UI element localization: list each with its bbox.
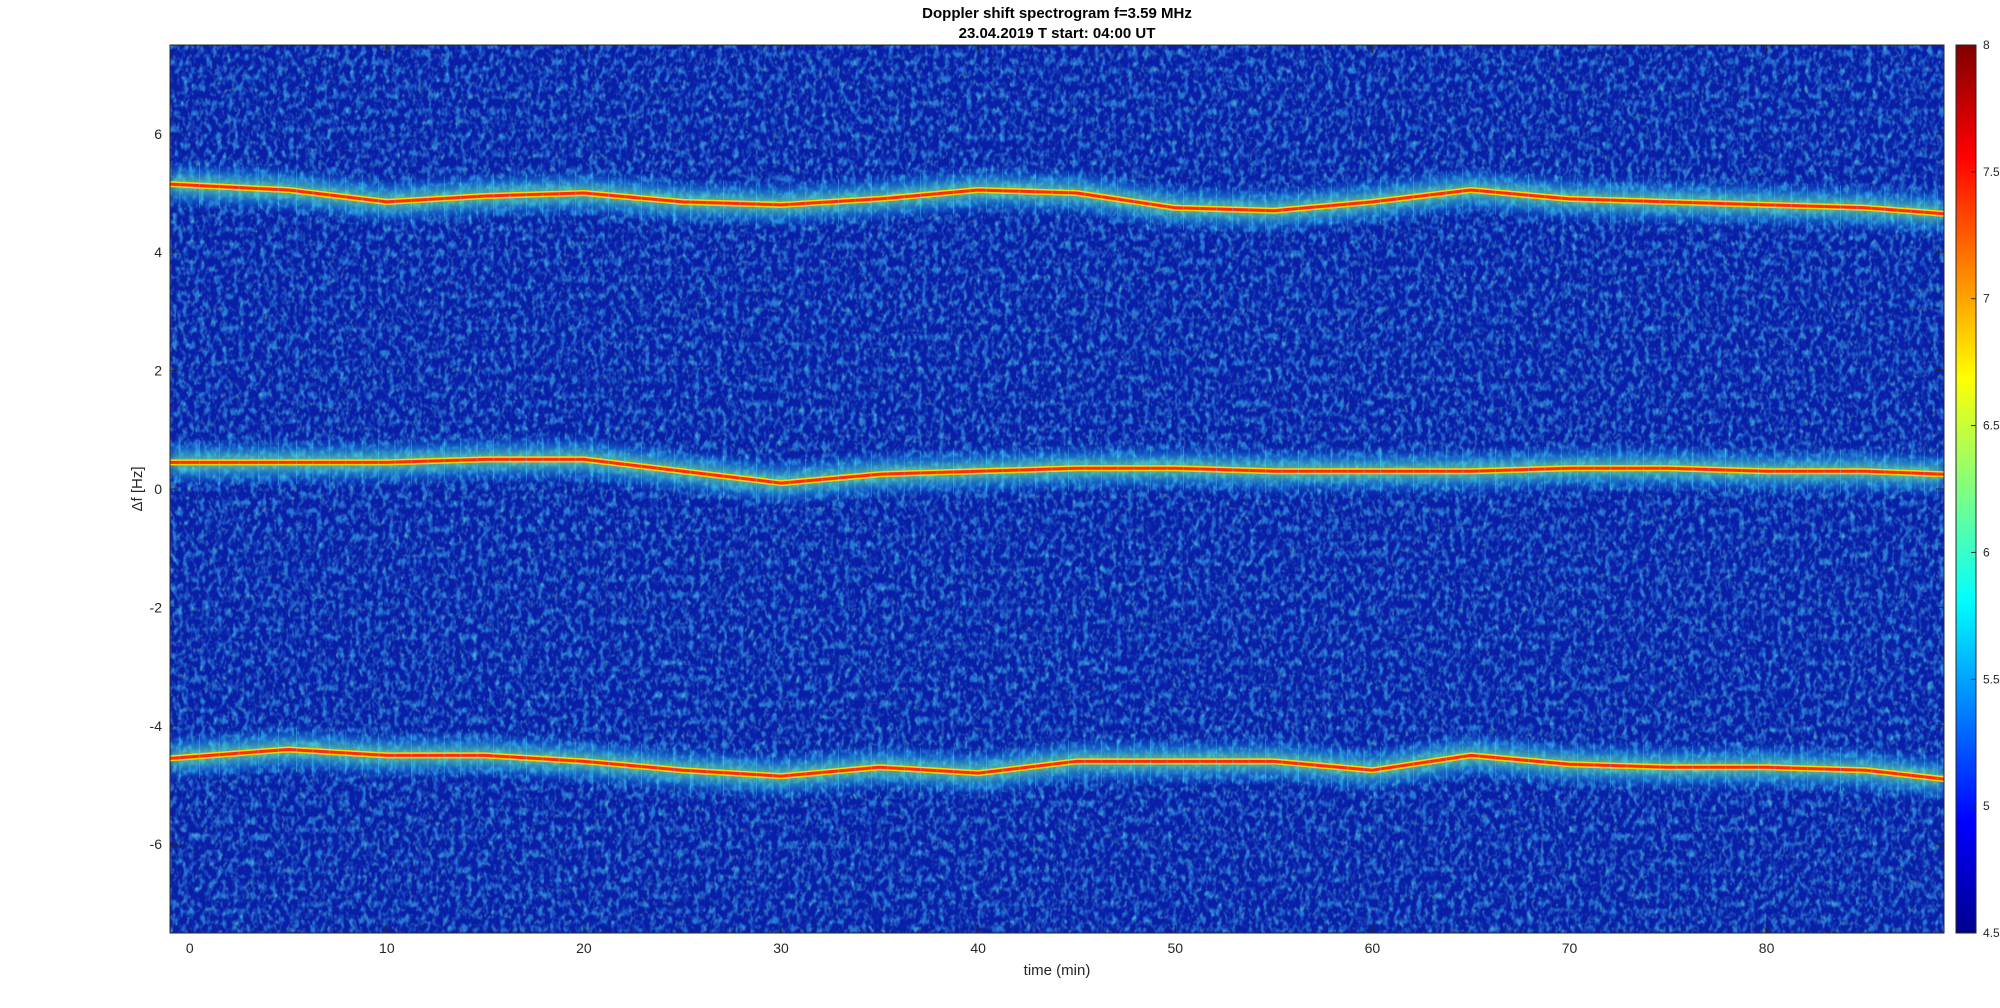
y-tick-label: 0 — [154, 481, 162, 497]
colorbar: 4.5 5 5.5 6 6.5 7 7.5 8 — [1955, 38, 2000, 940]
y-tick-label: 2 — [154, 363, 162, 379]
x-tick-label: 80 — [1759, 940, 1775, 956]
y-tick-label: -2 — [150, 599, 163, 615]
y-tick-label: -4 — [150, 718, 163, 734]
colorbar-tick-label: 6 — [1983, 545, 1990, 559]
x-tick-label: 70 — [1562, 940, 1578, 956]
colorbar-tick-label: 4.5 — [1983, 926, 2000, 940]
x-tick-label: 10 — [379, 940, 395, 956]
y-tick-label: 4 — [154, 244, 162, 260]
x-tick-label: 30 — [773, 940, 789, 956]
y-axis: -6 -4 -2 0 2 4 6 — [150, 126, 1944, 852]
doppler-traces — [170, 162, 1944, 801]
y-axis-label: Δf [Hz] — [129, 466, 146, 511]
x-tick-label: 60 — [1365, 940, 1381, 956]
colorbar-ticks: 4.5 5 5.5 6 6.5 7 7.5 8 — [1971, 38, 2000, 940]
colorbar-tick-label: 6.5 — [1983, 419, 2000, 433]
chart-title: Doppler shift spectrogram f=3.59 MHz — [922, 5, 1192, 22]
x-tick-label: 20 — [576, 940, 592, 956]
colorbar-tick-label: 5 — [1983, 799, 1990, 813]
colorbar-tick-label: 7 — [1983, 292, 1990, 306]
colorbar-tick-label: 8 — [1983, 38, 1990, 52]
colorbar-tick-label: 7.5 — [1983, 165, 2000, 179]
x-tick-label: 50 — [1167, 940, 1183, 956]
plot-area — [169, 44, 1945, 934]
colorbar-gradient — [1955, 44, 1977, 934]
y-tick-label: 6 — [154, 126, 162, 142]
trace-line — [170, 747, 1944, 781]
x-tick-label: 40 — [970, 940, 986, 956]
colorbar-tick-label: 5.5 — [1983, 672, 2000, 686]
chart-subtitle: 23.04.2019 T start: 04:00 UT — [959, 25, 1156, 42]
trace-line — [170, 457, 1944, 485]
x-tick-label: 0 — [186, 940, 194, 956]
y-tick-label: -6 — [150, 836, 163, 852]
x-axis: 0 10 20 30 40 50 60 70 80 — [186, 45, 1775, 956]
x-axis-label: time (min) — [1024, 962, 1091, 979]
trace-line — [170, 182, 1944, 216]
